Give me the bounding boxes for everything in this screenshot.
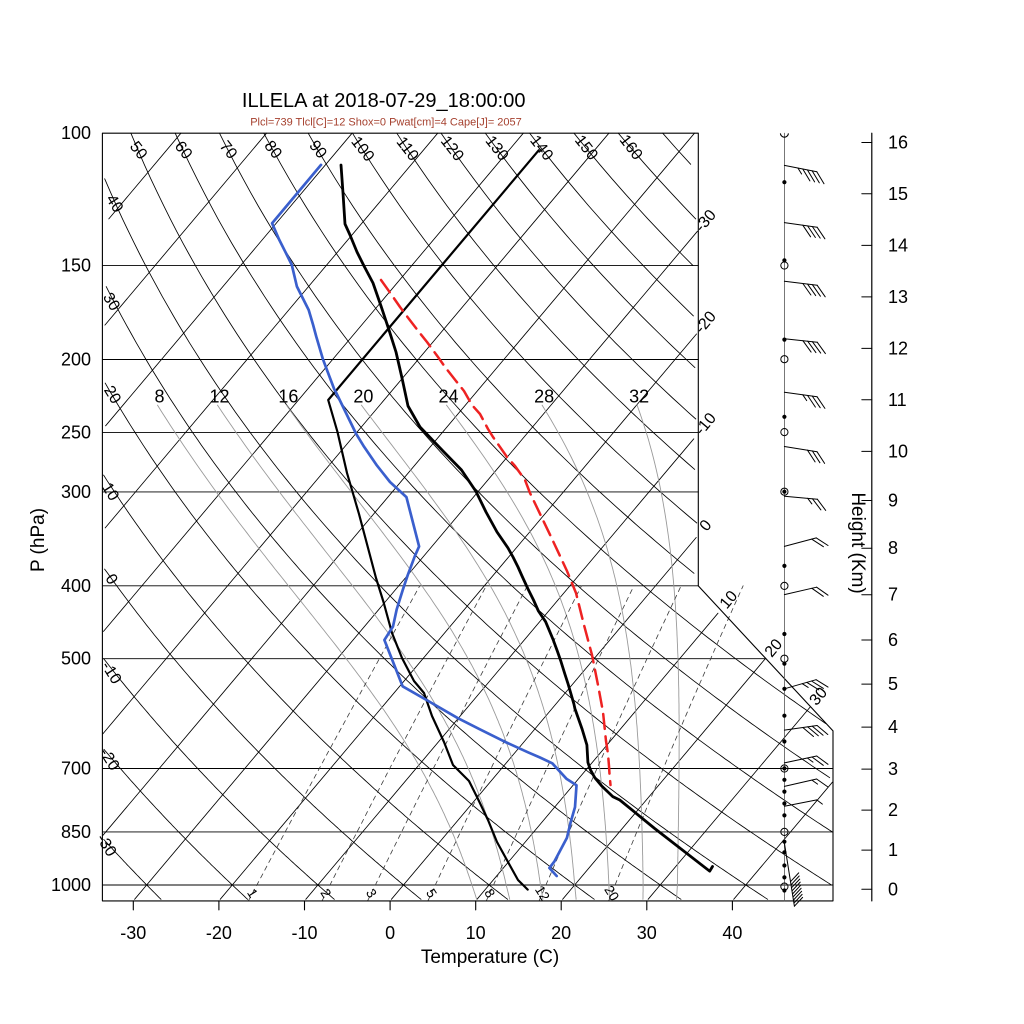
svg-text:7: 7 [888,585,898,605]
svg-text:0: 0 [385,923,395,943]
svg-text:20: 20 [551,923,571,943]
svg-text:100: 100 [61,123,91,143]
svg-text:P (hPa): P (hPa) [28,508,49,572]
svg-text:40: 40 [102,192,126,216]
svg-text:-20: -20 [206,923,232,943]
svg-text:9: 9 [888,491,898,511]
svg-text:6: 6 [888,630,898,650]
svg-text:10: 10 [98,480,122,504]
svg-text:11: 11 [888,390,907,410]
svg-text:Temperature (C): Temperature (C) [421,947,559,968]
svg-text:250: 250 [61,422,91,442]
svg-text:24: 24 [438,387,458,407]
svg-text:20: 20 [353,387,373,407]
svg-text:500: 500 [61,649,91,669]
svg-text:4: 4 [888,717,898,737]
svg-text:8: 8 [888,538,898,558]
svg-text:16: 16 [278,387,298,407]
svg-text:15: 15 [888,184,908,204]
svg-text:1000: 1000 [51,875,91,895]
svg-text:Plcl=739 Tlcl[C]=12 Shox=0 Pwa: Plcl=739 Tlcl[C]=12 Shox=0 Pwat[cm]=4 Ca… [250,117,522,129]
svg-text:20: 20 [601,883,622,904]
svg-text:300: 300 [61,482,91,502]
svg-text:400: 400 [61,576,91,596]
svg-text:3: 3 [888,759,898,779]
svg-text:1: 1 [888,840,898,860]
svg-text:13: 13 [888,287,908,307]
svg-text:10: 10 [888,441,908,461]
svg-text:700: 700 [61,759,91,779]
svg-text:150: 150 [61,256,91,276]
svg-text:0: 0 [888,879,898,899]
svg-text:850: 850 [61,822,91,842]
svg-text:5: 5 [888,674,898,694]
svg-text:14: 14 [888,235,908,255]
svg-text:-10: -10 [291,923,317,943]
svg-text:8: 8 [154,387,164,407]
svg-text:ILLELA at 2018-07-29_18:00:00: ILLELA at 2018-07-29_18:00:00 [242,90,526,112]
svg-text:12: 12 [532,883,553,904]
svg-text:32: 32 [629,387,649,407]
svg-text:40: 40 [722,923,742,943]
svg-text:10: 10 [466,923,486,943]
svg-text:-30: -30 [120,923,146,943]
svg-text:12: 12 [888,338,908,358]
svg-text:30: 30 [99,290,123,314]
svg-text:16: 16 [888,133,908,153]
svg-text:20: 20 [100,383,124,407]
svg-text:200: 200 [61,350,91,370]
svg-text:30: 30 [637,923,657,943]
svg-text:12: 12 [209,387,229,407]
svg-text:2: 2 [888,800,898,820]
svg-text:Height (Km): Height (Km) [847,492,868,593]
svg-text:28: 28 [534,387,554,407]
